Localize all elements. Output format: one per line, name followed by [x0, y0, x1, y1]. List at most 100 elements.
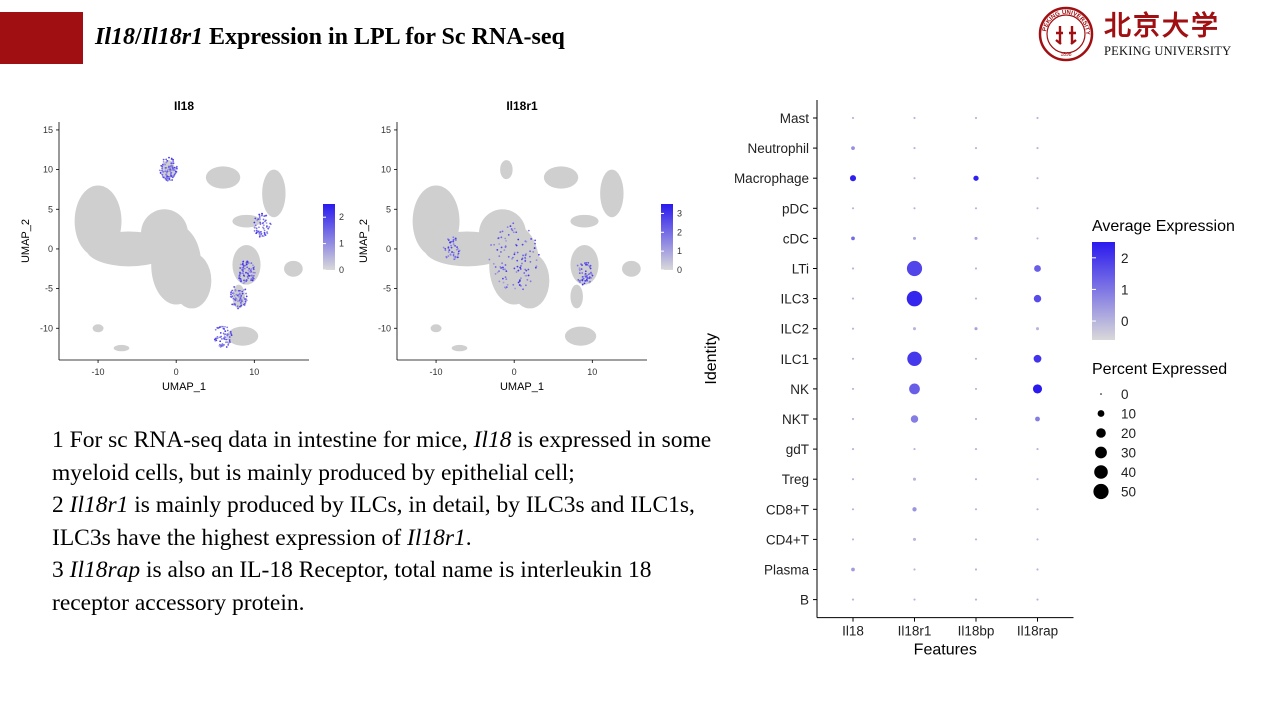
dot-ILC3-Il18rap: [1033, 294, 1042, 303]
expressing-cell: [587, 264, 590, 267]
expressing-cell: [221, 325, 224, 328]
expressing-cell: [168, 177, 171, 180]
expressing-cell: [505, 286, 508, 289]
expressing-cell: [520, 265, 522, 267]
bullet-2: 2 Il18r1 is mainly produced by ILCs, in …: [52, 489, 732, 554]
expressing-cell: [252, 264, 254, 267]
expressing-cell: [248, 270, 251, 273]
expressing-cell: [579, 280, 582, 283]
dot-Mast-Il18: [851, 116, 855, 120]
expressing-cell: [226, 326, 229, 329]
expressing-cell: [266, 225, 268, 228]
expressing-cell: [228, 336, 231, 338]
dot-Plasma-Il18bp: [974, 568, 978, 571]
expressing-cell: [492, 262, 495, 265]
expressing-cell: [499, 231, 502, 233]
expressing-cell: [221, 338, 223, 340]
expressing-cell: [494, 266, 497, 268]
colorbar-label: 1: [677, 246, 682, 256]
expressing-cell: [230, 334, 233, 337]
expressing-cell: [507, 255, 510, 258]
cell-cluster: [564, 326, 597, 346]
legend-size-label: 10: [1121, 407, 1136, 422]
expressing-cell: [513, 253, 516, 256]
expressing-cell: [456, 256, 459, 259]
expressing-cell: [168, 156, 170, 159]
identity-label: CD8+T: [766, 502, 809, 517]
expressing-cell: [533, 247, 536, 249]
expressing-cell: [450, 244, 452, 247]
expressing-cell: [449, 241, 451, 244]
expressing-cell: [263, 229, 266, 232]
dot-Mast-Il18r1: [913, 116, 916, 120]
dot-Treg-Il18r1: [912, 477, 917, 481]
dot-CD4+T-Il18rap: [1036, 538, 1039, 541]
expressing-cell: [586, 274, 588, 277]
expressing-cell: [534, 239, 537, 242]
expressing-cell: [515, 231, 518, 234]
expressing-cell: [246, 275, 249, 278]
dot-NKT-Il18bp: [974, 417, 978, 421]
umap-title: Il18r1: [506, 99, 538, 113]
expressing-cell: [242, 289, 245, 291]
expressing-cell: [260, 232, 263, 235]
expressing-cell: [223, 328, 226, 330]
dot-B-Il18bp: [974, 598, 978, 601]
legend-size-label: 0: [1121, 387, 1129, 402]
expressing-cell: [158, 169, 161, 172]
expressing-cell: [242, 296, 245, 299]
expressing-cell: [165, 158, 168, 161]
bullet-1-gene: Il18: [473, 427, 512, 453]
expressing-cell: [171, 179, 174, 181]
identity-label: gdT: [786, 442, 809, 457]
expressing-cell: [215, 339, 218, 342]
expressing-cell: [241, 292, 244, 295]
expressing-cell: [584, 274, 587, 277]
expression-hotspot: [238, 260, 256, 285]
dot-Neutrophil-Il18bp: [974, 147, 978, 150]
identity-label: LTi: [792, 262, 809, 277]
expressing-cell: [451, 251, 454, 253]
expressing-cell: [244, 264, 247, 267]
expressing-cell: [529, 250, 531, 253]
dot-gdT-Il18bp: [974, 448, 978, 451]
expressing-cell: [159, 172, 162, 174]
dot-pDC-Il18: [851, 207, 855, 210]
expressing-cell: [239, 297, 242, 300]
cell-cluster: [92, 324, 104, 333]
expressing-cell: [253, 221, 256, 224]
expressing-cell: [230, 293, 232, 296]
expressing-cell: [501, 262, 504, 265]
expressing-cell: [236, 305, 239, 308]
expressing-cell: [245, 292, 247, 295]
umap-title: Il18: [174, 99, 194, 113]
expressing-cell: [445, 255, 448, 258]
expressing-cell: [166, 159, 169, 162]
colorbar-label: 1: [339, 239, 344, 249]
expressing-cell: [519, 268, 522, 270]
expressing-cell: [578, 268, 581, 271]
umap-cells: [74, 156, 303, 352]
expressing-cell: [224, 341, 227, 344]
expressing-cell: [496, 248, 499, 251]
expressing-cell: [173, 167, 176, 170]
expressing-cell: [457, 252, 460, 255]
expressing-cell: [498, 270, 500, 273]
expressing-cell: [513, 267, 516, 270]
expressing-cell: [242, 268, 244, 271]
expressing-cell: [450, 246, 453, 249]
expressing-cell: [583, 282, 586, 285]
colorbar-label: 2: [339, 212, 344, 222]
expressing-cell: [231, 303, 234, 306]
x-tick-label: 0: [174, 367, 179, 377]
expressing-cell: [241, 290, 244, 293]
expressing-cell: [245, 279, 248, 281]
expressing-cell: [519, 266, 522, 269]
expressing-cell: [243, 267, 246, 270]
expressing-cell: [242, 265, 245, 267]
expressing-cell: [506, 283, 509, 286]
identity-label: B: [800, 593, 809, 608]
expressing-cell: [255, 229, 258, 232]
expressing-cell: [258, 232, 261, 235]
